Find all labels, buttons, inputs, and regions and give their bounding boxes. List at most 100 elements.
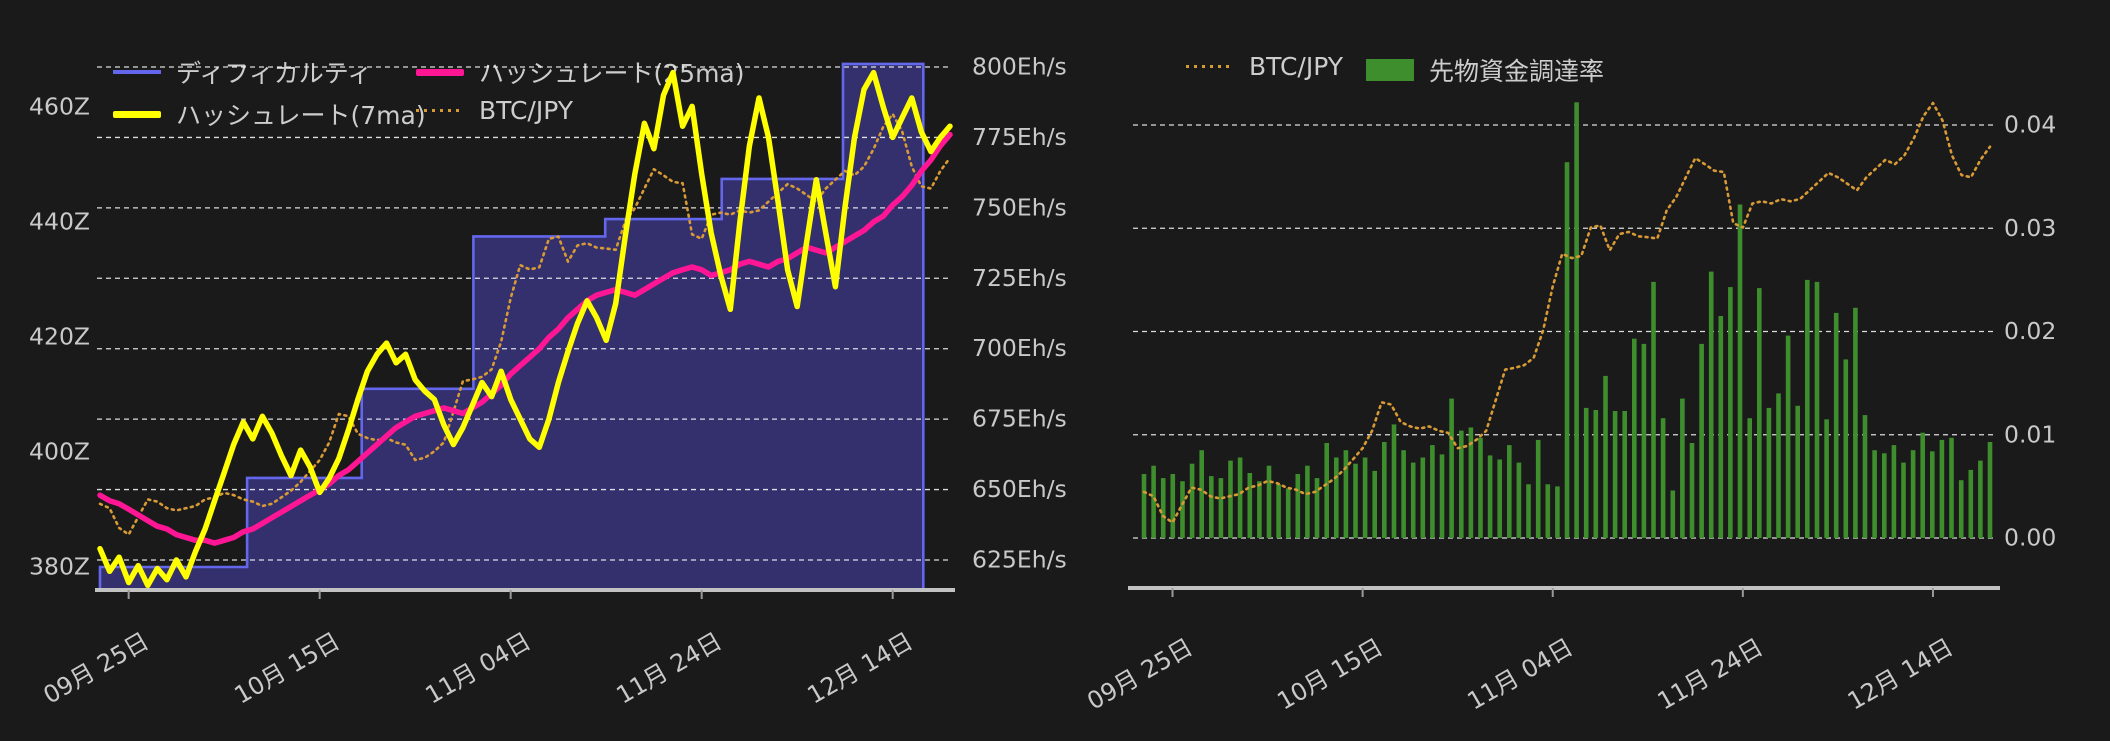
y-tick-label-ehs: 800Eh/s bbox=[972, 53, 1067, 81]
funding-rate-bar bbox=[1872, 450, 1877, 538]
btcjpy-swatch bbox=[1186, 65, 1234, 68]
x-tick-label: 11月 04日 bbox=[421, 627, 536, 710]
funding-rate-bar bbox=[1862, 415, 1868, 538]
funding-rate-bar bbox=[1853, 307, 1858, 538]
funding-rate-bar bbox=[1987, 442, 1993, 538]
funding-rate-bar bbox=[1285, 488, 1291, 538]
funding-rate-swatch bbox=[1366, 59, 1414, 81]
legend-label: ディフィカルティ bbox=[176, 59, 373, 88]
difficulty-outline bbox=[98, 62, 925, 590]
funding-rate-bar bbox=[1805, 279, 1810, 538]
legend-label: 先物資金調達率 bbox=[1429, 57, 1605, 86]
funding-rate-bar bbox=[1757, 288, 1762, 538]
funding-rate-bar bbox=[1324, 443, 1329, 538]
funding-rate-bar bbox=[1718, 316, 1724, 538]
y-tick-label-z: 380Z bbox=[29, 553, 90, 581]
btc-jpy-line-right bbox=[1142, 101, 1992, 524]
y-tick-label-ehs: 700Eh/s bbox=[972, 334, 1067, 362]
x-tick-label: 09月 25日 bbox=[1082, 633, 1197, 716]
funding-rate-bar bbox=[1939, 439, 1945, 538]
funding-rate-bar bbox=[1497, 459, 1502, 538]
funding-rate-bar bbox=[1978, 460, 1983, 538]
funding-rate-bar bbox=[1439, 454, 1445, 538]
x-tick-label: 11月 24日 bbox=[1653, 633, 1768, 716]
y-tick-label-ehs: 675Eh/s bbox=[972, 405, 1067, 433]
y-tick-label-z: 440Z bbox=[29, 208, 90, 236]
funding-rate-bar bbox=[1170, 474, 1176, 538]
funding-rate-bar bbox=[1305, 465, 1310, 538]
funding-rate-bar bbox=[1410, 462, 1416, 538]
funding-rate-bar bbox=[1141, 474, 1147, 538]
funding-rate-bar bbox=[1583, 407, 1589, 538]
legend-item-hashrate-7ma: ハッシュレート(7ma) bbox=[113, 96, 426, 132]
funding-rate-bar bbox=[1564, 162, 1570, 538]
funding-rate-bar bbox=[1901, 462, 1906, 538]
funding-rate-bar bbox=[1209, 476, 1214, 538]
funding-rate-bar bbox=[1151, 465, 1156, 538]
funding-rate-bar bbox=[1237, 457, 1243, 538]
funding-rate-bar bbox=[1843, 359, 1849, 538]
funding-rate-bar bbox=[1785, 335, 1791, 538]
legend-item-btcjpy-right: BTC/JPY bbox=[1186, 52, 1343, 81]
y-tick-label-z: 460Z bbox=[29, 93, 90, 121]
legend-label: BTC/JPY bbox=[1249, 52, 1344, 81]
funding-rate-bar bbox=[1814, 281, 1820, 538]
funding-rate-bar bbox=[1218, 478, 1224, 538]
funding-rate-bar bbox=[1353, 463, 1358, 538]
y-tick-label-rate: 0.03 bbox=[2004, 214, 2056, 242]
funding-rate-bar bbox=[1343, 450, 1349, 538]
funding-rate-bar bbox=[1651, 281, 1656, 538]
funding-rate-bar bbox=[1228, 460, 1233, 538]
x-tick-label: 09月 25日 bbox=[39, 627, 154, 710]
funding-rate-bar bbox=[1593, 410, 1599, 538]
funding-rate-bar bbox=[1189, 463, 1195, 538]
funding-rate-bar bbox=[1766, 407, 1772, 538]
x-tick-label: 10月 15日 bbox=[230, 627, 345, 710]
funding-rate-bar bbox=[1622, 411, 1627, 538]
funding-rate-bar bbox=[1699, 343, 1704, 538]
funding-rate-bar bbox=[1526, 484, 1531, 538]
funding-rate-bar bbox=[1266, 465, 1272, 538]
funding-rate-bar bbox=[1632, 338, 1637, 538]
funding-rate-bar bbox=[1958, 480, 1964, 538]
funding-rate-bar bbox=[1516, 462, 1522, 538]
funding-rate-bar bbox=[1372, 470, 1377, 538]
legend-item-difficulty: ディフィカルティ bbox=[113, 54, 372, 90]
x-tick-label: 10月 15日 bbox=[1273, 633, 1388, 716]
funding-rate-bar bbox=[1401, 450, 1406, 538]
funding-rate-bar bbox=[1930, 451, 1935, 538]
funding-rate-bar bbox=[1776, 393, 1781, 538]
funding-rate-bar bbox=[1545, 484, 1551, 538]
y-tick-label-rate: 0.02 bbox=[2004, 317, 2056, 345]
funding-rate-bar bbox=[1295, 474, 1301, 538]
funding-rate-bar bbox=[1160, 478, 1166, 538]
funding-rate-bar bbox=[1708, 271, 1714, 538]
funding-rate-bar bbox=[1535, 439, 1541, 538]
funding-rate-bar bbox=[1362, 457, 1368, 538]
btc-jpy-line-left bbox=[98, 112, 952, 536]
funding-rate-bar bbox=[1382, 442, 1387, 538]
funding-rate-bar bbox=[1949, 437, 1954, 538]
funding-rate-bar bbox=[1247, 473, 1253, 538]
funding-rate-bar bbox=[1180, 481, 1185, 538]
x-tick-label: 12月 14日 bbox=[803, 627, 918, 710]
legend-item-hashrate-25ma: ハッシュレート(25ma) bbox=[416, 54, 745, 90]
x-tick-label: 11月 24日 bbox=[612, 627, 727, 710]
funding-rate-bar bbox=[1968, 469, 1974, 538]
funding-rate-bar bbox=[1795, 405, 1800, 538]
y-tick-label-rate: 0.04 bbox=[2004, 111, 2056, 139]
legend-item-btcjpy-left: BTC/JPY bbox=[416, 96, 573, 125]
funding-rate-bar bbox=[1882, 453, 1887, 538]
funding-rate-bar bbox=[1459, 430, 1464, 538]
y-tick-label-ehs: 750Eh/s bbox=[972, 193, 1067, 221]
funding-rate-bar bbox=[1468, 427, 1474, 538]
funding-rate-bar bbox=[1612, 411, 1618, 538]
legend-item-funding-rate: 先物資金調達率 bbox=[1366, 52, 1604, 88]
funding-rate-bar bbox=[1747, 418, 1752, 538]
funding-rate-bar bbox=[1603, 375, 1608, 538]
funding-rate-bar bbox=[1199, 450, 1204, 538]
y-tick-label-z: 400Z bbox=[29, 438, 90, 466]
funding-rate-bar bbox=[1670, 490, 1676, 538]
